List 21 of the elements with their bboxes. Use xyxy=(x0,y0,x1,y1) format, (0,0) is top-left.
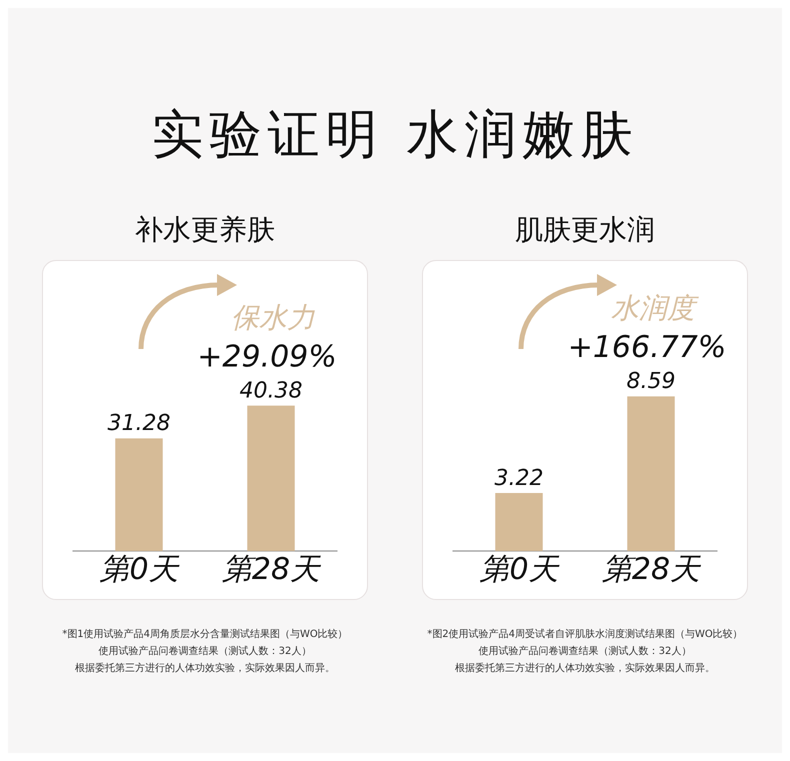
text: +29.09% xyxy=(197,339,337,374)
data-label: 3.22 xyxy=(494,466,544,491)
text: 水润度 xyxy=(611,292,699,325)
data-label: 31.28 xyxy=(108,411,170,436)
data-label: 40.38 xyxy=(240,378,302,404)
text: 根据委托第三方进行的人体功效实验，实际效果因人而异。 xyxy=(74,662,336,676)
x-tick-label: 第0天 xyxy=(479,552,561,587)
chart-subtitle: 肌肤更水润 xyxy=(514,212,656,248)
text: 使用试验产品问卷调查结果（测试人数：32人） xyxy=(98,644,312,659)
text: *图2使用试验产品4周受试者自评肌肤水润度测试结果图（与WO比较） xyxy=(426,628,744,642)
x-tick-label: 第0天 xyxy=(99,552,181,587)
text: +166.77% xyxy=(568,330,726,366)
x-tick-label: 第28天 xyxy=(602,552,702,587)
chart-title: 实验证明 水润嫩肤 xyxy=(150,104,640,167)
chart-subtitle: 补水更养肤 xyxy=(134,212,276,248)
x-tick-label: 第28天 xyxy=(222,552,322,587)
text: *图1使用试验产品4周角质层水分含量测试结果图（与WO比较） xyxy=(61,628,349,642)
data-label: 8.59 xyxy=(626,369,676,394)
text: 根据委托第三方进行的人体功效实验，实际效果因人而异。 xyxy=(454,662,716,676)
text: 保水力 xyxy=(231,300,315,334)
text: 使用试验产品问卷调查结果（测试人数：32人） xyxy=(478,644,692,659)
